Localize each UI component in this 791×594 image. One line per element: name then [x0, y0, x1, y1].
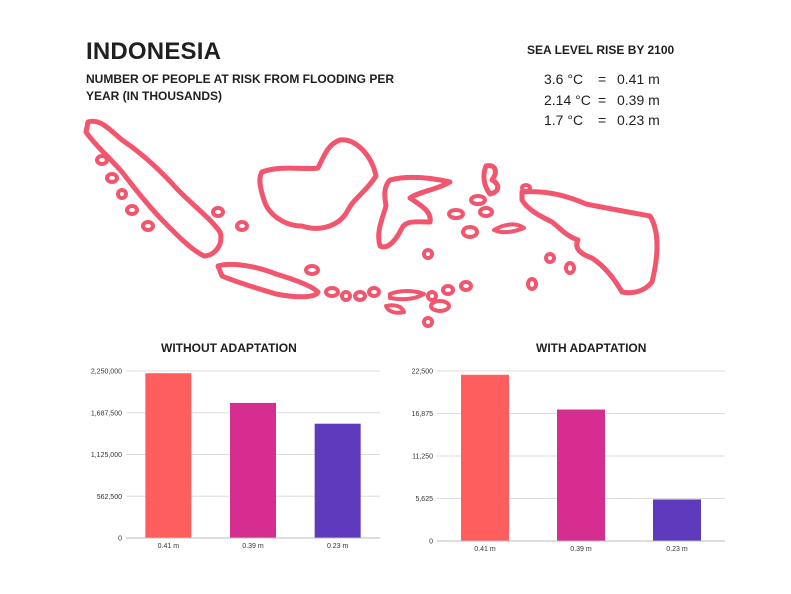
- equals-sign: =: [598, 112, 607, 128]
- bar-chart-without-adaptation: 0 562,500 1,125,000 1,687,500 2,250,000 0.41 …: [91, 369, 380, 550]
- y-tick-label: 11,250: [412, 454, 433, 461]
- island-outline: [376, 174, 453, 250]
- chart-title-without-adaptation: WITHOUT ADAPTATION: [161, 341, 297, 355]
- y-tick-label: 1,125,000: [91, 452, 122, 459]
- sea-level-rise-value: 0.39 m: [617, 92, 660, 108]
- y-tick-label: 0: [429, 539, 433, 546]
- y-tick-label: 22,500: [412, 369, 434, 376]
- bar: [653, 499, 701, 541]
- sea-level-rise-value: 0.23 m: [617, 112, 660, 128]
- island-outline: [257, 137, 379, 231]
- island-outline: [83, 118, 224, 259]
- sea-level-rise-value: 0.41 m: [617, 71, 660, 87]
- bar: [461, 374, 509, 541]
- small-islands: [95, 154, 576, 328]
- page-subtitle: NUMBER OF PEOPLE AT RISK FROM FLOODING P…: [86, 72, 395, 103]
- x-tick-label: 0.23 m: [666, 546, 688, 553]
- scenario-temperature: 3.6 °C: [544, 71, 584, 87]
- scenario-temperature: 1.7 °C: [544, 112, 584, 128]
- y-tick-label: 2,250,000: [91, 369, 122, 376]
- bar: [230, 402, 276, 538]
- equals-sign: =: [598, 92, 607, 108]
- bar-chart-with-adaptation: 0 5,625 11,250 16,875 22,500 0.41 m 0.39 m 0.23…: [412, 369, 725, 553]
- chart-title-with-adaptation: WITH ADAPTATION: [536, 341, 647, 355]
- scenario-temperature: 2.14 °C: [544, 92, 591, 108]
- y-tick-label: 16,875: [412, 411, 434, 418]
- y-tick-label: 1,687,500: [91, 410, 122, 417]
- indonesia-map-outline-icon: [83, 118, 660, 328]
- y-tick-label: 0: [118, 536, 122, 543]
- bar: [145, 373, 192, 538]
- bar: [314, 423, 361, 538]
- y-tick-label: 562,500: [97, 494, 122, 501]
- sea-level-title: SEA LEVEL RISE BY 2100: [527, 43, 675, 57]
- island-outline: [215, 261, 321, 300]
- page-title: INDONESIA: [86, 38, 222, 65]
- bar: [557, 409, 605, 541]
- island-outline: [519, 189, 660, 296]
- x-tick-label: 0.23 m: [327, 543, 349, 550]
- x-tick-label: 0.39 m: [242, 543, 264, 550]
- x-tick-label: 0.39 m: [570, 546, 592, 553]
- y-tick-label: 5,625: [415, 496, 433, 503]
- island-outline: [481, 163, 501, 197]
- x-tick-label: 0.41 m: [158, 543, 180, 550]
- x-tick-label: 0.41 m: [474, 546, 496, 553]
- equals-sign: =: [598, 71, 607, 87]
